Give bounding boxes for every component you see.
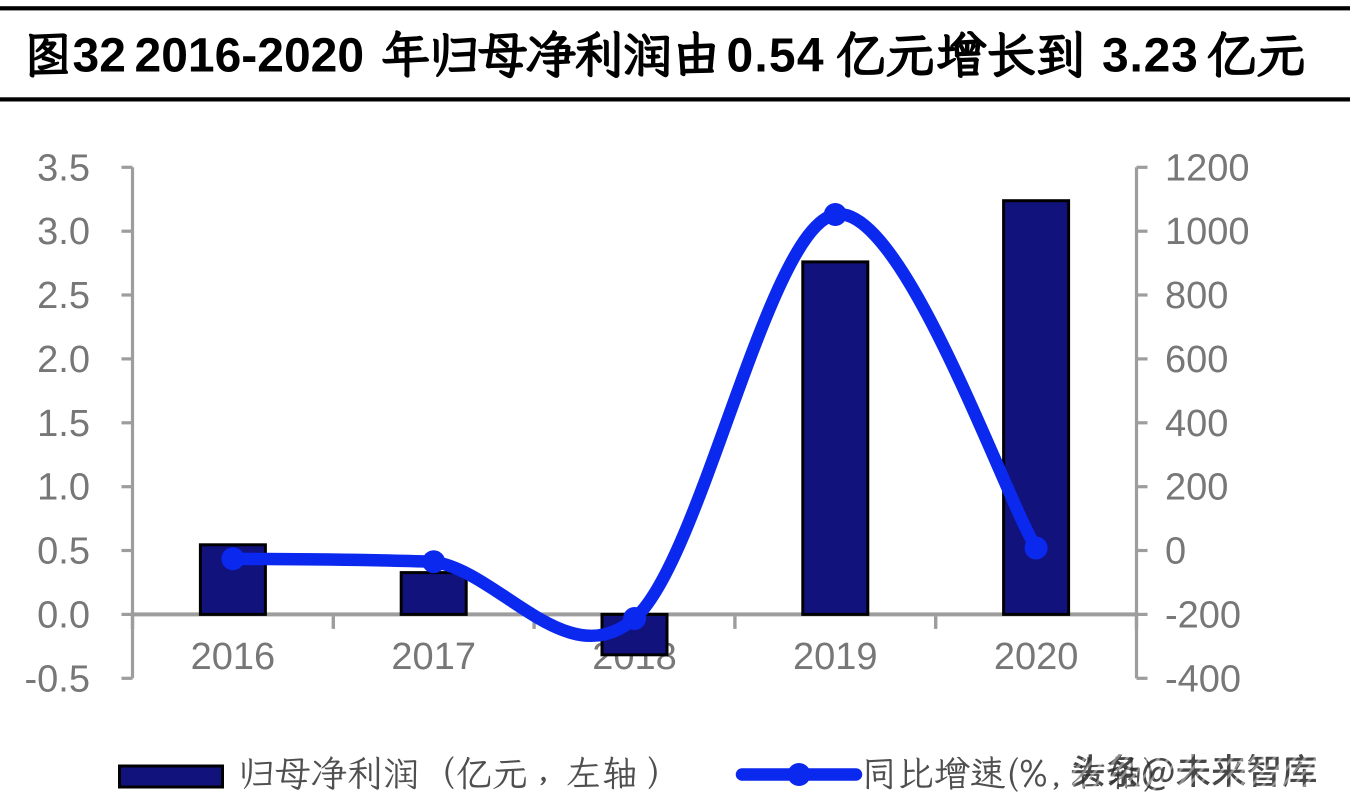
svg-text:1.5: 1.5	[37, 403, 90, 445]
svg-text:400: 400	[1165, 403, 1228, 445]
svg-text:0: 0	[1165, 531, 1186, 573]
svg-text:2016-2020: 2016-2020	[135, 30, 365, 83]
svg-text:-400: -400	[1165, 658, 1241, 700]
svg-text:-0.5: -0.5	[25, 658, 90, 700]
svg-text:2020: 2020	[994, 636, 1079, 678]
svg-text:32: 32	[73, 30, 126, 83]
svg-text:2.5: 2.5	[37, 275, 90, 317]
svg-text:1200: 1200	[1165, 147, 1250, 189]
svg-text:3.0: 3.0	[37, 211, 90, 253]
svg-text:2.0: 2.0	[37, 339, 90, 381]
svg-text:1.0: 1.0	[37, 467, 90, 509]
svg-text:0.5: 0.5	[37, 531, 90, 573]
svg-text:-200: -200	[1165, 594, 1241, 636]
svg-text:0.0: 0.0	[37, 594, 90, 636]
svg-text:3.5: 3.5	[37, 147, 90, 189]
svg-text:2019: 2019	[793, 636, 878, 678]
svg-text:1000: 1000	[1165, 211, 1250, 253]
svg-text:200: 200	[1165, 467, 1228, 509]
svg-text:2017: 2017	[391, 636, 476, 678]
svg-text:600: 600	[1165, 339, 1228, 381]
svg-text:3.23: 3.23	[1102, 30, 1199, 83]
svg-text:0.54: 0.54	[727, 30, 825, 83]
svg-text:2016: 2016	[191, 636, 276, 678]
svg-text:800: 800	[1165, 275, 1228, 317]
